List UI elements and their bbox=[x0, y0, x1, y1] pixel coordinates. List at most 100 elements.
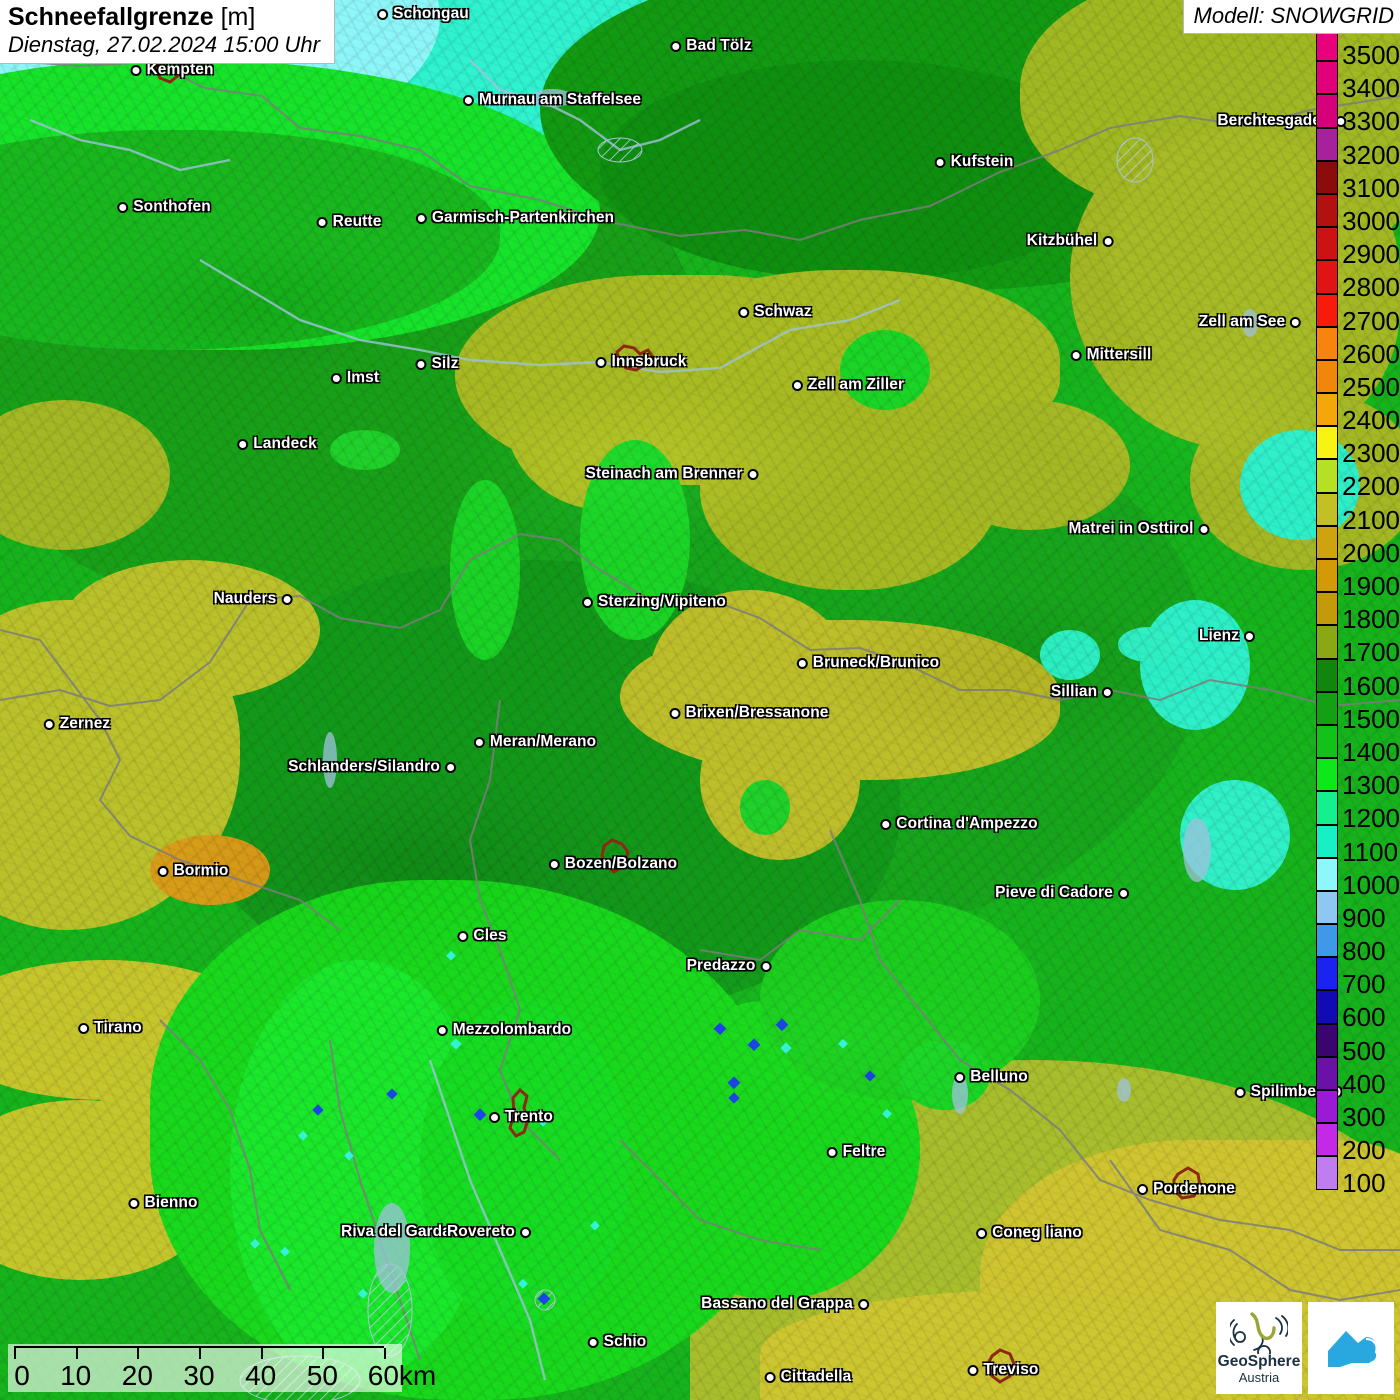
city-marker[interactable]: Pordenone bbox=[1137, 1180, 1235, 1198]
city-marker[interactable]: Landeck bbox=[237, 435, 317, 453]
field-midgreen-2 bbox=[740, 780, 790, 835]
city-marker[interactable]: Bienno bbox=[128, 1194, 197, 1212]
legend-swatch bbox=[1316, 990, 1339, 1024]
city-dot-icon bbox=[880, 818, 892, 830]
city-label: Nauders bbox=[213, 590, 277, 607]
city-marker[interactable]: Mittersill bbox=[1070, 346, 1152, 364]
legend-swatch bbox=[1316, 559, 1339, 593]
city-marker[interactable]: Meran/Merano bbox=[473, 733, 596, 751]
legend-row: 3000 bbox=[1313, 193, 1400, 234]
city-label: Predazzo bbox=[686, 957, 756, 974]
city-marker[interactable]: Schlanders/Silandro bbox=[288, 758, 456, 776]
city-marker[interactable]: Trento bbox=[489, 1108, 553, 1126]
city-marker[interactable]: Innsbruck bbox=[595, 353, 687, 371]
city-dot-icon bbox=[436, 1024, 448, 1036]
city-marker[interactable]: Riva del Garda bbox=[341, 1223, 467, 1241]
city-marker[interactable]: Cles bbox=[457, 927, 506, 945]
city-marker[interactable]: Tirano bbox=[78, 1019, 142, 1037]
city-marker[interactable]: Nauders bbox=[214, 590, 293, 608]
legend-label: 100 bbox=[1342, 1168, 1386, 1199]
city-marker[interactable]: Schwaz bbox=[738, 303, 812, 321]
city-marker[interactable]: Zell am Ziller bbox=[791, 376, 904, 394]
legend-swatch bbox=[1316, 758, 1339, 792]
city-marker[interactable]: Bassano del Grappa bbox=[701, 1295, 869, 1313]
city-marker[interactable]: Cittadella bbox=[764, 1368, 852, 1386]
legend-row: 3400 bbox=[1313, 61, 1400, 101]
city-marker[interactable]: Garmisch-Partenkirchen bbox=[415, 209, 614, 227]
city-label: Silz bbox=[431, 355, 459, 372]
city-marker[interactable]: Steinach am Brenner bbox=[586, 465, 759, 483]
city-label: Tirano bbox=[94, 1019, 142, 1036]
field-cyan-osttirol4 bbox=[1040, 630, 1100, 680]
scale-tick bbox=[137, 1348, 140, 1359]
city-dot-icon bbox=[78, 1022, 90, 1034]
city-marker[interactable]: Cortina d'Ampezzo bbox=[880, 815, 1038, 833]
legend-swatch bbox=[1316, 1023, 1339, 1057]
city-marker[interactable]: Reutte bbox=[316, 213, 382, 231]
city-label: Landeck bbox=[253, 435, 317, 452]
city-marker[interactable]: Coneg liano bbox=[976, 1224, 1082, 1242]
city-marker[interactable]: Kitzbühel bbox=[1027, 232, 1114, 250]
city-marker[interactable]: Silz bbox=[415, 355, 458, 373]
city-marker[interactable]: Sonthofen bbox=[117, 198, 211, 216]
city-marker[interactable]: Pieve di Cadore bbox=[995, 884, 1129, 902]
city-marker[interactable]: Schio bbox=[587, 1333, 647, 1351]
city-marker[interactable]: Bozen/Bolzano bbox=[548, 855, 677, 873]
city-marker[interactable]: Zernez bbox=[43, 715, 111, 733]
city-label: Murnau am Staffelsee bbox=[478, 91, 642, 108]
city-marker[interactable]: Kufstein bbox=[934, 153, 1014, 171]
city-marker[interactable]: Kempten bbox=[130, 61, 213, 79]
city-marker[interactable]: Rovereto bbox=[447, 1223, 531, 1241]
legend-row: 1300 bbox=[1313, 758, 1400, 798]
legend-swatch bbox=[1316, 824, 1339, 858]
city-marker[interactable]: Schongau bbox=[377, 5, 469, 23]
legend-row: 2000 bbox=[1313, 525, 1400, 566]
city-marker[interactable]: Belluno bbox=[954, 1068, 1028, 1086]
field-cyan-osttirol2 bbox=[1140, 600, 1250, 730]
city-marker[interactable]: Zell am See bbox=[1198, 313, 1302, 331]
city-label: Zell am See bbox=[1198, 313, 1286, 330]
city-dot-icon bbox=[1117, 887, 1129, 899]
city-dot-icon bbox=[457, 930, 469, 942]
legend-row: 900 bbox=[1313, 890, 1400, 931]
city-label: Sterzing/Vipiteno bbox=[597, 593, 727, 610]
legend-row: 1200 bbox=[1313, 791, 1400, 831]
city-label: Kitzbühel bbox=[1026, 232, 1098, 249]
legend-swatch bbox=[1316, 127, 1339, 161]
city-marker[interactable]: Bad Tölz bbox=[670, 37, 752, 55]
geosphere-logo[interactable]: GeoSphere Austria bbox=[1216, 1302, 1302, 1394]
city-dot-icon bbox=[857, 1298, 869, 1310]
scale-tick bbox=[14, 1348, 16, 1359]
city-dot-icon bbox=[581, 596, 593, 608]
city-label: Pordenone bbox=[1153, 1180, 1235, 1197]
city-dot-icon bbox=[1102, 235, 1114, 247]
city-marker[interactable]: Imst bbox=[330, 369, 380, 387]
city-marker[interactable]: Murnau am Staffelsee bbox=[462, 91, 642, 109]
field-olive-pustertal3 bbox=[700, 700, 860, 860]
partner-logo[interactable] bbox=[1308, 1302, 1394, 1394]
city-marker[interactable]: Matrei in Osttirol bbox=[1069, 520, 1210, 538]
city-dot-icon bbox=[519, 1226, 531, 1238]
city-marker[interactable]: Sterzing/Vipiteno bbox=[581, 593, 727, 611]
city-marker[interactable]: Sillian bbox=[1051, 683, 1114, 701]
city-marker[interactable]: Bormio bbox=[157, 862, 229, 880]
city-marker[interactable]: Bruneck/Brunico bbox=[796, 654, 939, 672]
city-marker[interactable]: Lienz bbox=[1198, 627, 1256, 645]
city-label: Steinach am Brenner bbox=[585, 465, 743, 482]
field-olive-westtirol bbox=[0, 400, 170, 550]
city-label: Schio bbox=[603, 1333, 647, 1350]
city-label: Imst bbox=[346, 369, 380, 386]
geosphere-name: GeoSphere bbox=[1217, 1353, 1301, 1371]
city-marker[interactable]: Feltre bbox=[826, 1143, 886, 1161]
city-label: Lienz bbox=[1198, 627, 1240, 644]
city-dot-icon bbox=[1290, 316, 1302, 328]
city-label: Mittersill bbox=[1086, 346, 1152, 363]
city-marker[interactable]: Treviso bbox=[967, 1361, 1039, 1379]
city-marker[interactable]: Predazzo bbox=[687, 957, 772, 975]
city-marker[interactable]: Mezzolombardo bbox=[436, 1021, 571, 1039]
city-dot-icon bbox=[117, 201, 129, 213]
field-midgreen-3 bbox=[450, 480, 520, 660]
city-label: Kufstein bbox=[950, 153, 1014, 170]
city-marker[interactable]: Brixen/Bressanone bbox=[669, 704, 829, 722]
